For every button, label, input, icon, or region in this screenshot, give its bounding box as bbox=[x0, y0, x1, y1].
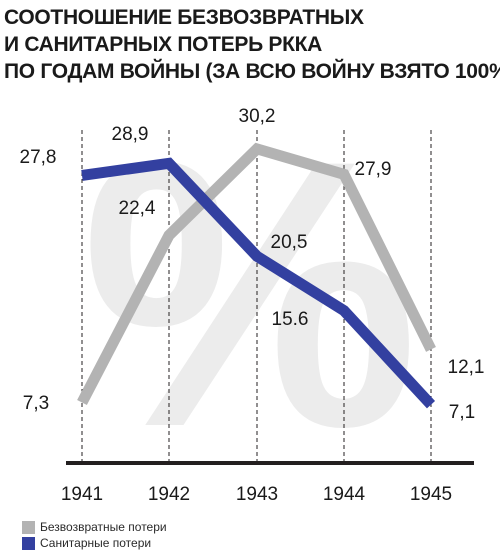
chart-title-line-2: И САНИТАРНЫХ ПОТЕРЬ РККА bbox=[4, 33, 323, 56]
data-label-sanitary-1944: 15.6 bbox=[272, 309, 309, 330]
legend-swatch-sanitary bbox=[22, 536, 35, 550]
x-tick-label-1943: 1943 bbox=[236, 484, 278, 505]
x-tick-label-1945: 1945 bbox=[410, 484, 452, 505]
data-label-irrecoverable-1941: 7,3 bbox=[23, 393, 49, 414]
legend-item-irrecoverable: Безвозвратные потери bbox=[22, 520, 167, 534]
chart-title-line-1: СООТНОШЕНИЕ БЕЗВОЗВРАТНЫХ bbox=[4, 6, 364, 29]
x-tick-label-1944: 1944 bbox=[323, 484, 366, 505]
data-label-sanitary-1945: 7,1 bbox=[449, 402, 475, 423]
data-label-irrecoverable-1944: 27,9 bbox=[355, 159, 392, 180]
x-tick-label-1941: 1941 bbox=[61, 484, 103, 505]
legend-item-sanitary: Санитарные потери bbox=[22, 536, 151, 550]
data-label-sanitary-1942: 28,9 bbox=[112, 124, 149, 145]
data-label-sanitary-1941: 27,8 bbox=[20, 147, 57, 168]
legend-label-irrecoverable: Безвозвратные потери bbox=[40, 520, 167, 534]
chart-title-line-3: ПО ГОДАМ ВОЙНЫ (ЗА ВСЮ ВОЙНУ ВЗЯТО 100%) bbox=[4, 60, 500, 83]
data-label-sanitary-1943: 20,5 bbox=[271, 232, 308, 253]
data-label-irrecoverable-1943: 30,2 bbox=[239, 106, 276, 127]
data-label-irrecoverable-1942: 22,4 bbox=[119, 198, 156, 219]
legend-label-sanitary: Санитарные потери bbox=[40, 536, 152, 550]
series-line-irrecoverable bbox=[77, 142, 436, 406]
x-tick-label-1942: 1942 bbox=[148, 484, 190, 505]
data-label-irrecoverable-1945: 12,1 bbox=[448, 357, 485, 378]
series-line-sanitary bbox=[81, 157, 436, 409]
legend-swatch-irrecoverable bbox=[22, 520, 35, 534]
